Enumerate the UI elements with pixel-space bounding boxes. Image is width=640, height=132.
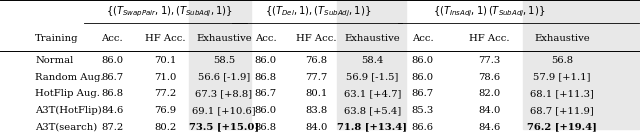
Text: 58.5: 58.5 [213, 56, 235, 65]
Text: 85.3: 85.3 [412, 106, 433, 115]
Text: $\{(T_{\mathit{InsAdj}}, 1)\,(T_{\mathit{SubAdj}}, 1)\}$: $\{(T_{\mathit{InsAdj}}, 1)\,(T_{\mathit… [433, 4, 546, 19]
Text: 86.8: 86.8 [255, 123, 276, 132]
Text: Training: Training [35, 34, 79, 43]
Text: HF Acc.: HF Acc. [296, 34, 337, 43]
Text: 86.0: 86.0 [412, 56, 433, 65]
Text: 86.7: 86.7 [255, 89, 276, 98]
Text: 63.8 [+5.4]: 63.8 [+5.4] [344, 106, 401, 115]
Text: 80.1: 80.1 [305, 89, 327, 98]
Text: 86.8: 86.8 [101, 89, 123, 98]
Text: 86.0: 86.0 [255, 106, 276, 115]
Text: 70.1: 70.1 [154, 56, 176, 65]
Text: 82.0: 82.0 [479, 89, 500, 98]
Text: 86.7: 86.7 [101, 73, 123, 82]
Text: 84.0: 84.0 [479, 106, 500, 115]
Text: 77.7: 77.7 [305, 73, 327, 82]
Text: 67.3 [+8.8]: 67.3 [+8.8] [195, 89, 253, 98]
Text: 77.3: 77.3 [479, 56, 500, 65]
Text: A3T(HotFlip): A3T(HotFlip) [35, 106, 102, 115]
Text: 63.1 [+4.7]: 63.1 [+4.7] [344, 89, 401, 98]
Text: 78.6: 78.6 [479, 73, 500, 82]
Text: 87.2: 87.2 [101, 123, 123, 132]
Text: 86.6: 86.6 [412, 123, 433, 132]
Text: Acc.: Acc. [412, 34, 433, 43]
Text: 57.9 [+1.1]: 57.9 [+1.1] [533, 73, 591, 82]
Bar [189, 0, 251, 129]
Text: A3T(search): A3T(search) [35, 123, 97, 132]
Bar [523, 0, 639, 129]
Text: 73.5 [+15.0]: 73.5 [+15.0] [189, 123, 259, 132]
Text: 71.0: 71.0 [154, 73, 176, 82]
Text: 84.6: 84.6 [101, 106, 123, 115]
Text: 86.0: 86.0 [101, 56, 123, 65]
Text: 69.1 [+10.6]: 69.1 [+10.6] [192, 106, 256, 115]
Text: 86.0: 86.0 [412, 73, 433, 82]
Text: Random Aug.: Random Aug. [35, 73, 104, 82]
Text: Normal: Normal [35, 56, 74, 65]
Text: 86.8: 86.8 [255, 73, 276, 82]
Text: 56.8: 56.8 [551, 56, 573, 65]
Bar [337, 0, 406, 129]
Text: 58.4: 58.4 [362, 56, 383, 65]
Text: Acc.: Acc. [255, 34, 276, 43]
Text: 86.0: 86.0 [255, 56, 276, 65]
Text: 86.7: 86.7 [412, 89, 433, 98]
Text: 84.0: 84.0 [305, 123, 327, 132]
Text: 84.6: 84.6 [479, 123, 500, 132]
Text: 56.9 [-1.5]: 56.9 [-1.5] [346, 73, 399, 82]
Text: 76.2 [+19.4]: 76.2 [+19.4] [527, 123, 597, 132]
Text: HF Acc.: HF Acc. [469, 34, 510, 43]
Text: $\{(T_{\mathit{Del}}, 1), (T_{\mathit{SubAdj}}, 1)\}$: $\{(T_{\mathit{Del}}, 1), (T_{\mathit{Su… [265, 4, 371, 19]
Text: HotFlip Aug.: HotFlip Aug. [35, 89, 100, 98]
Text: 83.8: 83.8 [305, 106, 327, 115]
Text: 76.9: 76.9 [154, 106, 176, 115]
Text: 68.1 [+11.3]: 68.1 [+11.3] [530, 89, 594, 98]
Text: $\{(T_{\mathit{SwapPair}}, 1), (T_{\mathit{SubAdj}}, 1)\}$: $\{(T_{\mathit{SwapPair}}, 1), (T_{\math… [106, 4, 233, 19]
Text: Exhaustive: Exhaustive [344, 34, 401, 43]
Text: 80.2: 80.2 [154, 123, 176, 132]
Text: Acc.: Acc. [101, 34, 123, 43]
Text: 68.7 [+11.9]: 68.7 [+11.9] [530, 106, 594, 115]
Text: 71.8 [+13.4]: 71.8 [+13.4] [337, 123, 408, 132]
Text: 77.2: 77.2 [154, 89, 176, 98]
Text: Exhaustive: Exhaustive [534, 34, 590, 43]
Text: HF Acc.: HF Acc. [145, 34, 186, 43]
Text: 76.8: 76.8 [305, 56, 327, 65]
Text: Exhaustive: Exhaustive [196, 34, 252, 43]
Text: 56.6 [-1.9]: 56.6 [-1.9] [198, 73, 250, 82]
